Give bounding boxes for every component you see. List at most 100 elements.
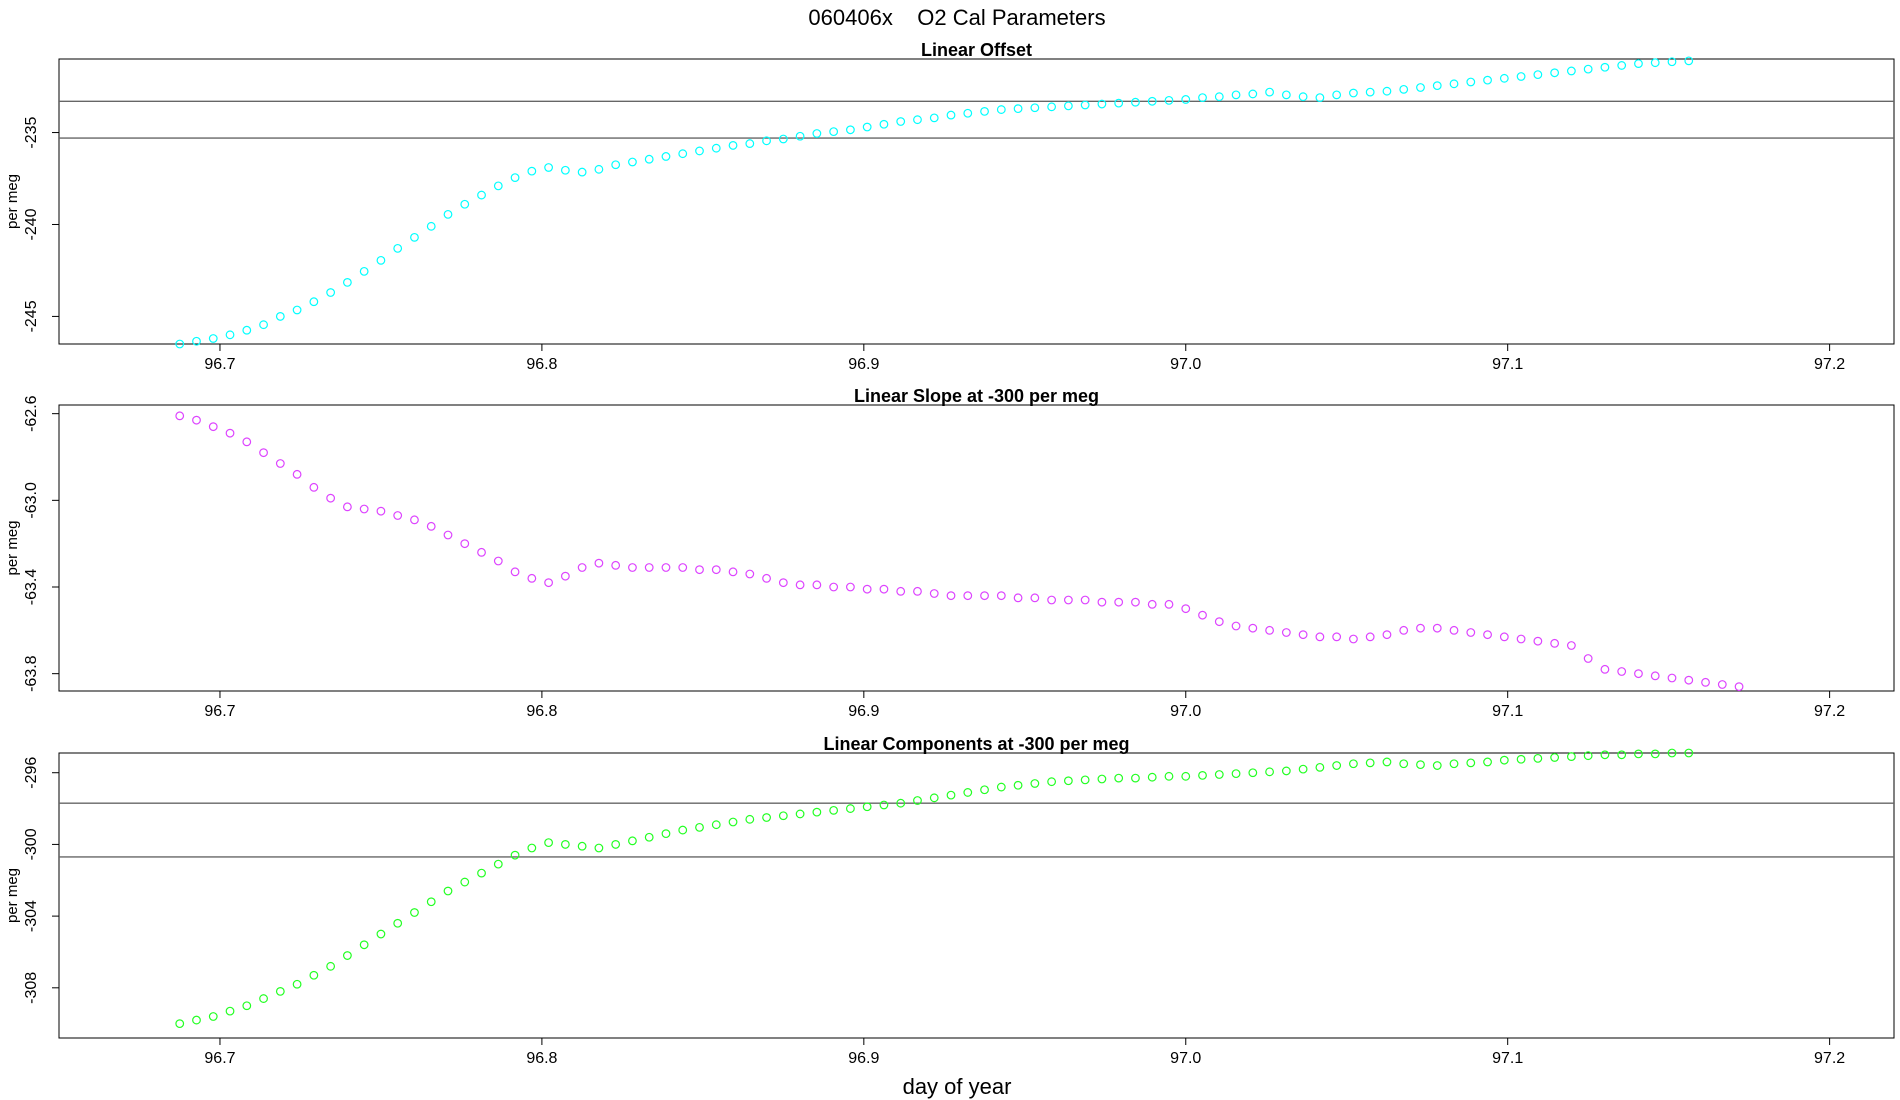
data-point bbox=[1600, 664, 1610, 674]
x-tick-label: 96.7 bbox=[204, 356, 235, 373]
data-point bbox=[1315, 762, 1325, 772]
data-point bbox=[913, 796, 922, 805]
data-point bbox=[1365, 632, 1375, 642]
data-point bbox=[1416, 83, 1425, 92]
data-point bbox=[846, 582, 855, 592]
data-point bbox=[1248, 623, 1258, 633]
data-point bbox=[426, 897, 436, 907]
data-point bbox=[1248, 89, 1258, 99]
data-point bbox=[192, 1015, 201, 1025]
data-point bbox=[1013, 104, 1023, 114]
data-point bbox=[1516, 72, 1526, 81]
data-point bbox=[1466, 77, 1476, 87]
data-point bbox=[996, 591, 1006, 601]
data-point bbox=[1684, 56, 1694, 66]
data-point bbox=[208, 422, 218, 432]
data-point bbox=[946, 110, 956, 120]
data-point bbox=[242, 325, 252, 335]
data-point bbox=[628, 157, 637, 167]
data-point bbox=[1349, 759, 1358, 769]
data-point bbox=[963, 591, 973, 601]
data-point bbox=[594, 843, 604, 853]
data-point bbox=[1047, 777, 1057, 787]
data-point bbox=[1198, 610, 1207, 620]
data-point bbox=[1701, 677, 1710, 687]
data-point bbox=[1449, 759, 1459, 769]
data-point bbox=[376, 255, 386, 265]
data-point bbox=[1533, 753, 1543, 763]
data-point bbox=[1399, 84, 1409, 94]
data-point bbox=[1281, 628, 1291, 637]
data-point bbox=[1533, 70, 1543, 80]
panel-title: Linear Components at -300 per meg bbox=[823, 734, 1129, 754]
data-point bbox=[1634, 59, 1643, 68]
panel-title: Linear Slope at -300 per meg bbox=[854, 386, 1099, 406]
data-point bbox=[1063, 101, 1073, 111]
data-point bbox=[1516, 754, 1526, 764]
data-point bbox=[1030, 103, 1040, 113]
data-point bbox=[460, 199, 470, 209]
data-point bbox=[829, 127, 839, 137]
x-tick-label: 96.7 bbox=[204, 1050, 235, 1067]
plot-frame bbox=[58, 752, 1895, 1039]
data-point bbox=[560, 571, 570, 581]
data-point bbox=[1080, 100, 1090, 110]
x-tick-label: 96.9 bbox=[848, 703, 879, 720]
data-point bbox=[577, 563, 587, 572]
data-point bbox=[1566, 66, 1576, 76]
data-point bbox=[1734, 682, 1744, 692]
data-point bbox=[862, 584, 872, 594]
data-point bbox=[661, 563, 671, 572]
data-point bbox=[1449, 79, 1459, 89]
data-point bbox=[1298, 92, 1308, 102]
data-point bbox=[1583, 654, 1593, 663]
data-point bbox=[510, 567, 520, 577]
data-point bbox=[1131, 97, 1140, 107]
data-point bbox=[812, 807, 822, 817]
data-point bbox=[1063, 595, 1073, 605]
data-point bbox=[711, 143, 721, 153]
data-point bbox=[728, 817, 738, 827]
data-point bbox=[376, 929, 386, 939]
data-point bbox=[896, 798, 906, 808]
data-point bbox=[711, 565, 721, 575]
data-point bbox=[1063, 776, 1073, 786]
data-point bbox=[426, 221, 436, 231]
data-point bbox=[342, 951, 352, 960]
data-point bbox=[477, 547, 486, 557]
panel-1: Linear Offset per meg 96.7 96.8 96.9 97.0 97.1… bbox=[4, 40, 1895, 373]
data-point bbox=[477, 190, 486, 200]
data-point bbox=[1080, 775, 1090, 785]
data-point bbox=[1399, 625, 1409, 635]
data-point bbox=[1365, 87, 1375, 97]
data-point bbox=[812, 580, 822, 590]
data-point bbox=[996, 782, 1006, 792]
data-point bbox=[443, 209, 453, 219]
data-point bbox=[1416, 623, 1425, 633]
data-point bbox=[292, 305, 302, 315]
y-tick-label: -62.6 bbox=[23, 395, 40, 432]
panel-3: Linear Components at -300 per meg per meg… bbox=[4, 734, 1895, 1067]
data-point bbox=[544, 838, 553, 848]
data-point bbox=[728, 141, 738, 150]
data-point bbox=[1650, 671, 1660, 681]
data-point bbox=[292, 979, 302, 989]
data-point bbox=[1097, 597, 1107, 607]
data-point bbox=[1483, 75, 1492, 85]
data-point bbox=[795, 809, 805, 819]
data-point bbox=[1617, 750, 1627, 760]
data-point bbox=[359, 504, 369, 514]
data-point bbox=[1030, 593, 1040, 603]
data-point bbox=[862, 802, 872, 812]
data-point bbox=[544, 163, 553, 172]
data-point bbox=[493, 859, 503, 869]
data-point bbox=[929, 113, 939, 123]
data-point bbox=[342, 502, 352, 512]
data-point bbox=[1499, 73, 1509, 83]
data-point bbox=[225, 330, 235, 340]
data-point bbox=[980, 785, 989, 795]
data-point bbox=[275, 459, 285, 468]
data-point bbox=[175, 339, 185, 349]
data-point bbox=[1550, 638, 1560, 648]
data-point bbox=[1483, 630, 1492, 640]
